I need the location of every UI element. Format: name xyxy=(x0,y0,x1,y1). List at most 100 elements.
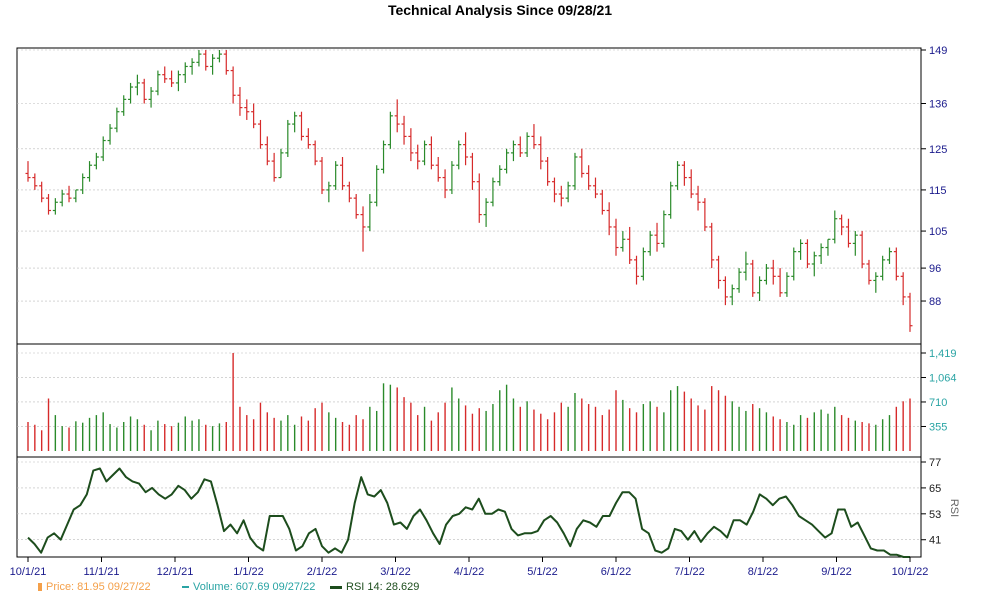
price-bar xyxy=(134,74,140,96)
price-bar xyxy=(599,189,605,215)
price-bar xyxy=(394,99,400,133)
price-bar xyxy=(613,218,619,256)
price-bar xyxy=(606,202,612,236)
price-tick-label: 88 xyxy=(929,296,941,308)
price-bar xyxy=(688,169,694,199)
grid-layer xyxy=(17,49,921,541)
x-tick-label: 10/1/22 xyxy=(892,566,929,578)
price-bar xyxy=(558,185,564,207)
price-bar xyxy=(483,198,489,227)
price-bar xyxy=(230,66,236,104)
legend-rsi-swatch xyxy=(330,585,342,589)
price-bar xyxy=(784,272,790,297)
price-bar xyxy=(435,156,441,182)
price-bar xyxy=(893,247,899,281)
price-bar xyxy=(216,50,222,63)
legend-price: Price: 81.95 09/27/22 xyxy=(38,581,151,593)
x-tick-label: 8/1/22 xyxy=(748,566,779,578)
price-bar xyxy=(627,226,633,264)
price-bar xyxy=(675,161,681,190)
price-bar xyxy=(59,189,65,207)
price-bar xyxy=(401,115,407,145)
rsi-tick-label: 65 xyxy=(929,483,941,495)
price-bar xyxy=(825,238,831,256)
price-bar xyxy=(524,132,530,157)
price-bar xyxy=(852,231,858,256)
price-bar xyxy=(798,239,804,260)
x-tick-label: 1/1/22 xyxy=(233,566,264,578)
plot-frame xyxy=(16,47,922,558)
price-tick-label: 125 xyxy=(929,144,947,156)
rsi-line-layer xyxy=(27,467,910,558)
price-bar xyxy=(456,140,462,170)
price-bar xyxy=(155,70,161,96)
price-bar xyxy=(319,156,325,195)
price-bar xyxy=(900,272,906,306)
x-tick-label: 4/1/22 xyxy=(454,566,485,578)
price-bar xyxy=(271,152,277,182)
price-bar xyxy=(804,239,810,269)
price-bar xyxy=(87,161,93,182)
legend-rsi: RSI 14: 28.629 xyxy=(330,581,419,593)
price-bar xyxy=(422,140,428,166)
price-bar xyxy=(531,124,537,149)
price-bar xyxy=(873,272,879,293)
price-bar xyxy=(312,140,318,166)
rsi-tick-label: 77 xyxy=(929,457,941,469)
price-tick-label: 115 xyxy=(929,185,947,197)
legend-price-text: Price: 81.95 09/27/22 xyxy=(46,581,151,593)
price-bar xyxy=(46,194,52,215)
price-bar xyxy=(442,169,448,199)
price-bar xyxy=(428,136,434,170)
price-bar xyxy=(681,161,687,186)
price-candles xyxy=(25,50,913,332)
x-tick-label: 9/1/22 xyxy=(821,566,852,578)
price-tick-label: 105 xyxy=(929,226,947,238)
price-bar xyxy=(845,218,851,248)
price-bar xyxy=(634,255,640,285)
price-bar xyxy=(722,276,728,306)
x-tick-label: 5/1/22 xyxy=(527,566,558,578)
x-tick-label: 3/1/22 xyxy=(380,566,411,578)
price-bar xyxy=(360,206,366,252)
price-bar xyxy=(859,231,865,269)
price-bar xyxy=(586,165,592,190)
price-bar xyxy=(189,58,195,75)
rsi-axis-label: RSI xyxy=(948,499,960,517)
price-bar xyxy=(654,222,660,252)
price-bar xyxy=(415,144,421,170)
legend-volume-text: Volume: 607.69 09/27/22 xyxy=(193,581,316,593)
price-bar xyxy=(305,128,311,149)
price-bar xyxy=(565,181,571,203)
price-bar xyxy=(223,50,229,75)
volume-tick-label: 710 xyxy=(929,397,947,409)
price-bar xyxy=(66,185,72,203)
price-bar xyxy=(251,103,257,129)
price-bar xyxy=(709,222,715,269)
price-bar xyxy=(148,87,154,108)
price-bar xyxy=(298,111,304,141)
price-bar xyxy=(387,111,393,149)
price-bar xyxy=(52,198,58,215)
price-bar xyxy=(264,136,270,166)
price-bar xyxy=(907,292,913,332)
price-bar xyxy=(175,70,181,92)
price-bar xyxy=(128,82,134,104)
price-bar xyxy=(210,54,216,75)
price-bar xyxy=(661,210,667,248)
price-bar xyxy=(100,136,106,162)
price-bar xyxy=(702,198,708,232)
price-bar xyxy=(162,66,168,83)
price-bar xyxy=(538,136,544,170)
price-bar xyxy=(716,255,722,289)
price-bar xyxy=(203,50,209,71)
price-bar xyxy=(497,165,503,186)
price-bar xyxy=(469,152,475,190)
price-bar xyxy=(729,284,735,306)
price-bar xyxy=(818,243,824,264)
rsi-tick-label: 53 xyxy=(929,509,941,521)
price-bar xyxy=(169,70,175,88)
price-bar xyxy=(743,251,749,281)
legend-volume: Volume: 607.69 09/27/22 xyxy=(182,581,315,593)
